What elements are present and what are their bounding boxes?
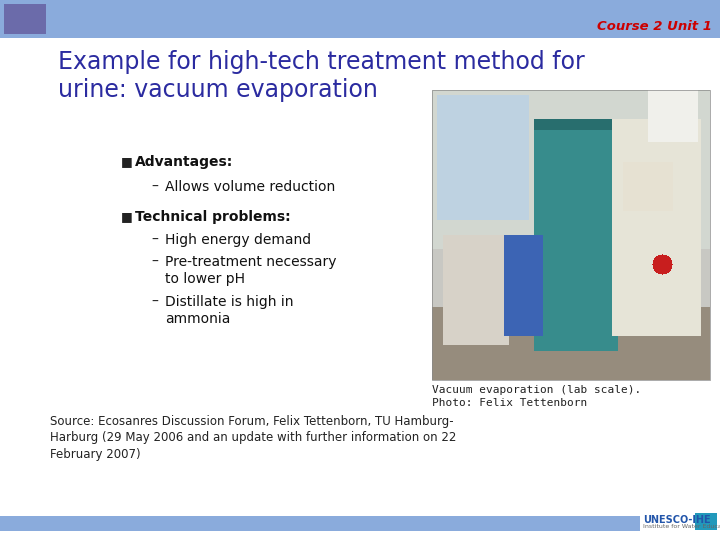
Text: –: – xyxy=(151,255,158,269)
Bar xyxy=(4,4,46,34)
Text: Pre-treatment necessary
to lower pH: Pre-treatment necessary to lower pH xyxy=(165,255,336,286)
Text: High energy demand: High energy demand xyxy=(165,233,311,247)
Text: Advantages:: Advantages: xyxy=(135,155,233,169)
Text: Course 2 Unit 1: Course 2 Unit 1 xyxy=(597,19,712,32)
Text: –: – xyxy=(151,180,158,194)
Bar xyxy=(695,513,717,530)
Text: ■: ■ xyxy=(121,210,132,223)
Bar xyxy=(432,90,710,380)
Text: Example for high-tech treatment method for
urine: vacuum evaporation: Example for high-tech treatment method f… xyxy=(58,50,585,102)
Text: Vacuum evaporation (lab scale).
Photo: Felix Tettenborn: Vacuum evaporation (lab scale). Photo: F… xyxy=(432,385,642,408)
Text: Source: Ecosanres Discussion Forum, Felix Tettenborn, TU Hamburg-
Harburg (29 Ma: Source: Ecosanres Discussion Forum, Feli… xyxy=(50,415,456,461)
Text: ■: ■ xyxy=(121,155,132,168)
Text: Allows volume reduction: Allows volume reduction xyxy=(165,180,336,194)
Bar xyxy=(0,516,640,531)
Text: –: – xyxy=(151,295,158,309)
Text: Distillate is high in
ammonia: Distillate is high in ammonia xyxy=(165,295,294,326)
Bar xyxy=(640,511,720,531)
Text: Technical problems:: Technical problems: xyxy=(135,210,291,224)
Text: UNESCO-IHE: UNESCO-IHE xyxy=(643,515,711,525)
Text: Institute for Water Education: Institute for Water Education xyxy=(643,524,720,530)
Bar xyxy=(0,0,720,38)
Text: –: – xyxy=(151,233,158,247)
